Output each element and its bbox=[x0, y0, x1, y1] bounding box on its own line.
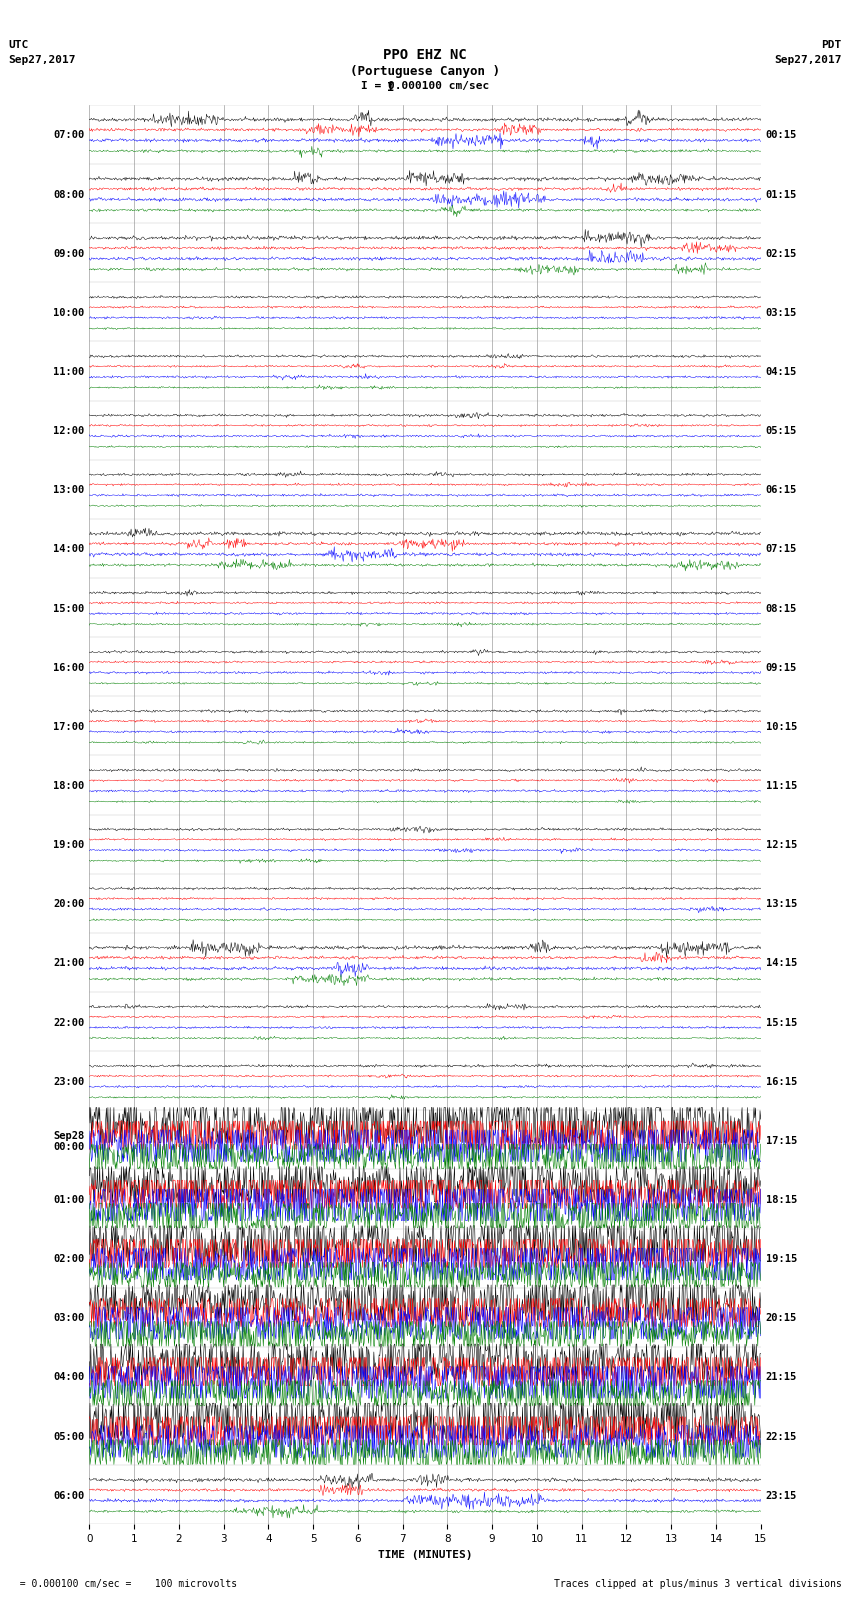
Text: PPO EHZ NC: PPO EHZ NC bbox=[383, 48, 467, 63]
Text: = 0.000100 cm/sec =    100 microvolts: = 0.000100 cm/sec = 100 microvolts bbox=[8, 1579, 238, 1589]
Text: I: I bbox=[388, 81, 394, 94]
Text: (Portuguese Canyon ): (Portuguese Canyon ) bbox=[350, 65, 500, 77]
Text: Sep27,2017: Sep27,2017 bbox=[8, 55, 76, 65]
Text: I = 0.000100 cm/sec: I = 0.000100 cm/sec bbox=[361, 81, 489, 90]
X-axis label: TIME (MINUTES): TIME (MINUTES) bbox=[377, 1550, 473, 1560]
Text: Traces clipped at plus/minus 3 vertical divisions: Traces clipped at plus/minus 3 vertical … bbox=[553, 1579, 842, 1589]
Text: Sep27,2017: Sep27,2017 bbox=[774, 55, 842, 65]
Text: PDT: PDT bbox=[821, 40, 842, 50]
Text: UTC: UTC bbox=[8, 40, 29, 50]
